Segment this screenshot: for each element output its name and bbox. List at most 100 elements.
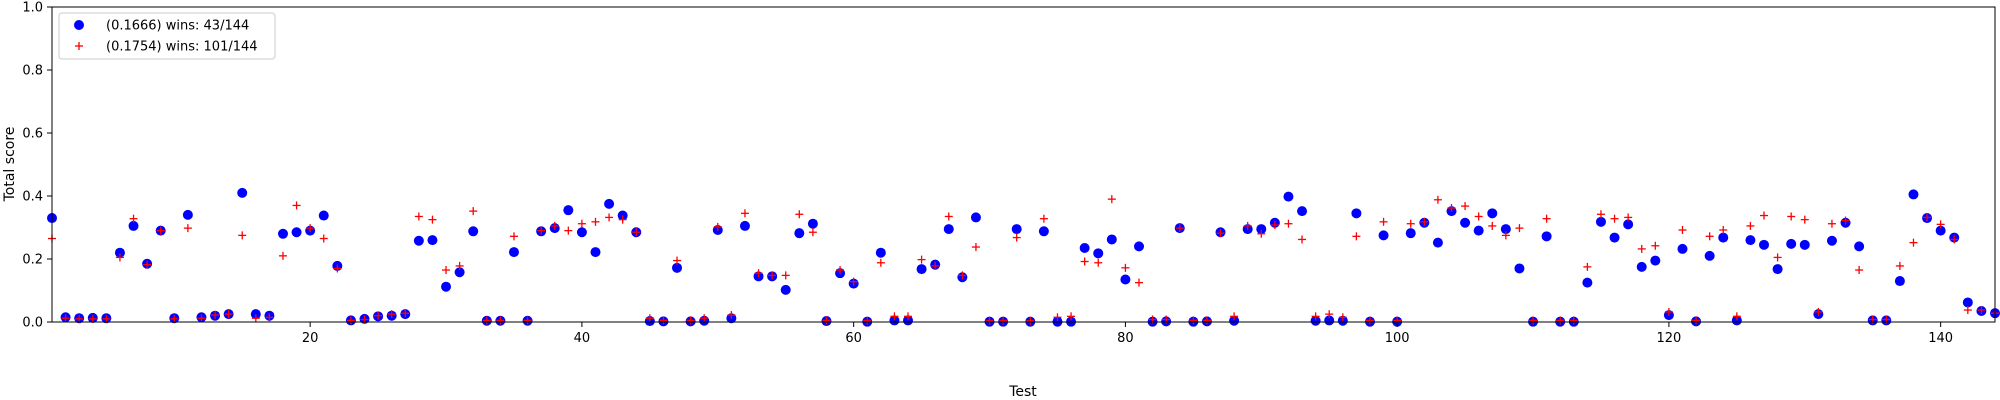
data-point (224, 310, 233, 319)
data-point (1692, 316, 1701, 325)
data-point (523, 316, 532, 325)
data-point (1719, 226, 1728, 235)
data-point (1623, 219, 1634, 230)
data-point (808, 228, 817, 237)
data-point (1297, 206, 1308, 217)
data-point (727, 311, 736, 320)
data-point (1121, 263, 1130, 272)
data-point (128, 220, 139, 231)
data-point (291, 227, 302, 238)
data-point (306, 224, 315, 233)
data-point (617, 210, 628, 221)
data-point (197, 314, 206, 323)
plot-frame (51, 6, 1996, 323)
data-point (1378, 230, 1389, 241)
data-point (1556, 316, 1565, 325)
data-point (1352, 232, 1361, 241)
data-point (1909, 238, 1918, 247)
data-point (1936, 220, 1945, 229)
data-point (659, 316, 668, 325)
data-point (1759, 239, 1770, 250)
data-point (794, 228, 805, 239)
data-point (211, 311, 220, 320)
data-point (1338, 313, 1347, 322)
data-point (916, 264, 927, 275)
data-point (251, 314, 260, 323)
data-point (795, 210, 804, 219)
data-point (1678, 226, 1687, 235)
data-point (1432, 237, 1443, 248)
data-point (1216, 229, 1225, 238)
data-point (333, 264, 342, 273)
data-point (1325, 310, 1334, 319)
data-point (1311, 312, 1320, 321)
legend-box (58, 12, 276, 60)
plot-background (52, 7, 1995, 322)
data-point (1270, 220, 1279, 229)
data-point (1283, 191, 1294, 202)
data-point (1284, 219, 1293, 228)
data-point (482, 316, 491, 325)
data-point (1827, 219, 1836, 228)
data-point (238, 231, 247, 240)
data-point (183, 224, 192, 233)
data-point (455, 261, 464, 270)
data-point (1474, 212, 1483, 221)
data-point (1664, 307, 1673, 316)
data-point (563, 205, 574, 216)
x-tick-label: 140 (1928, 331, 1953, 346)
data-point (1799, 239, 1810, 250)
data-point (836, 266, 845, 275)
data-point (441, 281, 452, 292)
data-point (318, 210, 329, 221)
data-point (1731, 315, 1742, 326)
y-tick-label: 0.0 (22, 316, 43, 331)
data-point (1637, 244, 1646, 253)
data-point (1977, 306, 1986, 315)
data-point (319, 234, 328, 243)
data-point (1583, 262, 1592, 271)
data-point (1514, 263, 1525, 274)
data-point (278, 251, 287, 260)
data-point (1732, 312, 1741, 321)
data-point (672, 262, 683, 273)
data-point (182, 209, 193, 220)
data-point (1962, 297, 1973, 308)
data-point (807, 218, 818, 229)
data-point (890, 312, 899, 321)
data-point (454, 267, 465, 278)
data-point (442, 266, 451, 275)
data-point (1079, 242, 1090, 253)
data-point (645, 314, 654, 323)
data-point (1256, 224, 1267, 235)
data-point (1120, 274, 1131, 285)
data-point (1826, 235, 1837, 246)
data-point (496, 316, 505, 325)
data-point (469, 207, 478, 216)
data-point (944, 212, 953, 221)
data-point (1760, 211, 1769, 220)
x-axis-label: Test (1008, 384, 1037, 400)
data-point (1746, 221, 1755, 230)
data-point (156, 226, 165, 235)
y-tick-label: 0.8 (22, 64, 43, 79)
data-point (1772, 264, 1783, 275)
data-point (700, 314, 709, 323)
data-point (1624, 213, 1633, 222)
data-point (1461, 202, 1470, 211)
data-point (1542, 214, 1551, 223)
data-point (999, 316, 1008, 325)
data-point (1420, 217, 1429, 226)
data-point (686, 316, 695, 325)
legend-label: (0.1666) wins: 43/144 (106, 19, 249, 34)
data-point (1894, 276, 1905, 287)
legend: (0.1666) wins: 43/144 (0.1754) wins: 101/… (58, 12, 276, 60)
legend-marker (74, 20, 84, 30)
data-point (1093, 248, 1104, 259)
data-point (577, 219, 586, 228)
data-point (1175, 224, 1184, 233)
data-point (428, 215, 437, 224)
data-point (1405, 228, 1416, 239)
data-point (1026, 316, 1035, 325)
